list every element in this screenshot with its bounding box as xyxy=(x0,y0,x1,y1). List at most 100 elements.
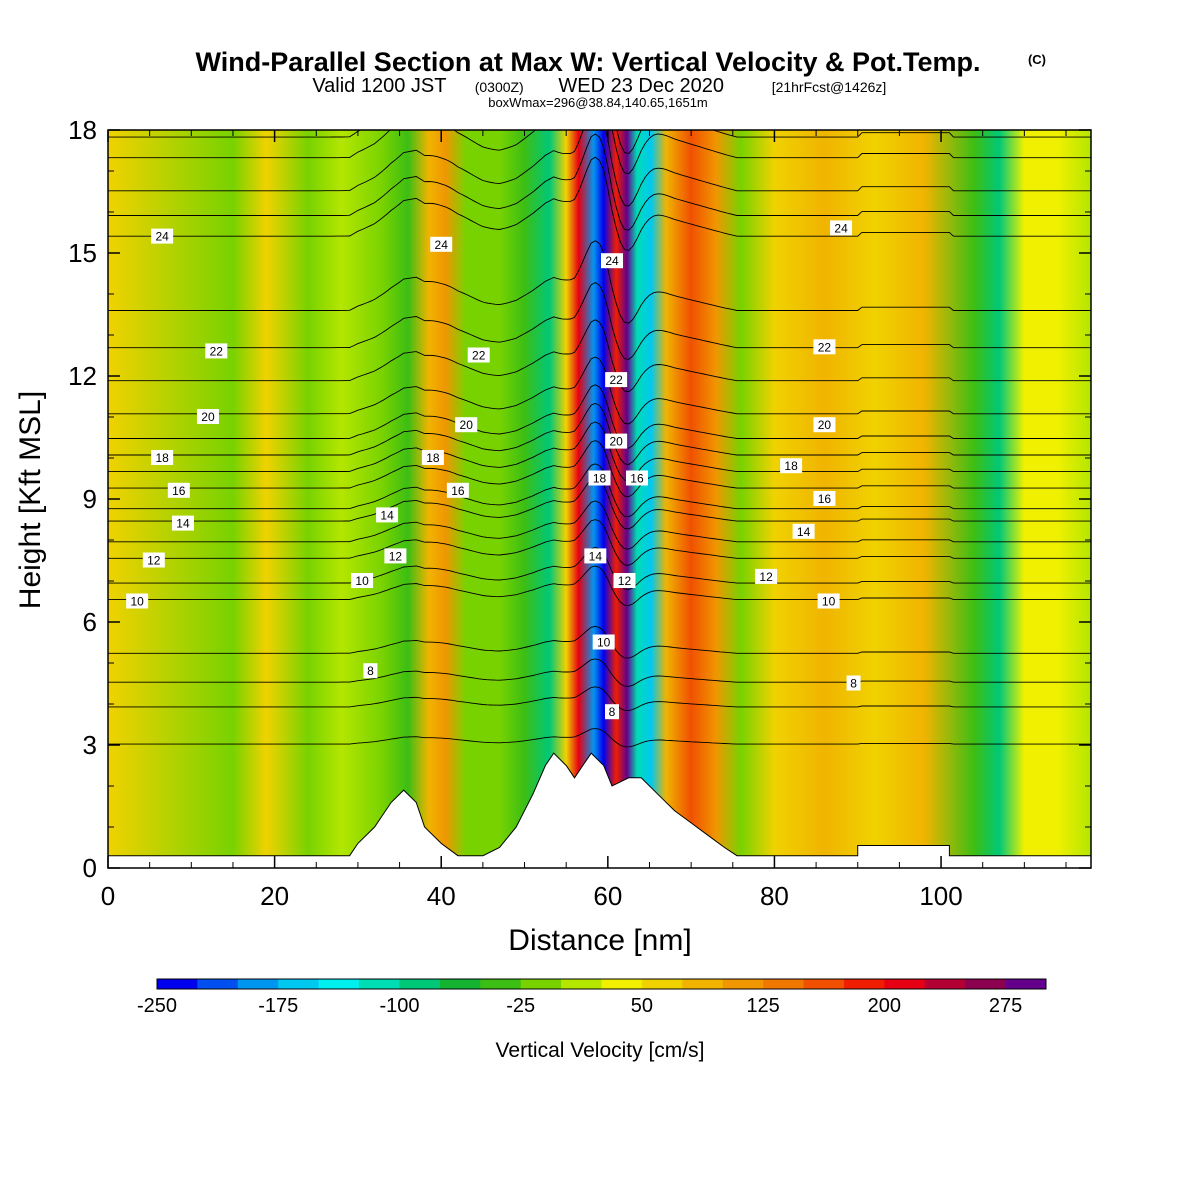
contour-label-bg xyxy=(588,470,611,486)
contour-label: 16 xyxy=(167,482,190,498)
isentrope-line xyxy=(108,686,1091,712)
contour-label-text: 10 xyxy=(355,574,369,588)
y-tick-label: 3 xyxy=(83,730,97,760)
contour-label-text: 22 xyxy=(210,344,224,358)
x-axis-title: Distance [nm] xyxy=(508,924,691,957)
x-tick-label: 0 xyxy=(101,881,115,911)
colorbar-swatch xyxy=(601,979,643,989)
y-axis: 0 3 6 9 12 15 18 xyxy=(68,115,1091,883)
contour-label: 18 xyxy=(780,458,803,474)
colorbar-swatch xyxy=(965,979,1007,989)
isentrope-line xyxy=(108,421,1091,481)
contour-label: 12 xyxy=(613,573,636,588)
valid-time-line: Valid 1200 JST (0300Z) WED 23 Dec 2020 [… xyxy=(312,75,886,97)
valid-prefix: Valid 1200 JST xyxy=(312,75,446,97)
colorbar-swatch xyxy=(278,979,320,989)
contour-label-bg xyxy=(600,253,623,269)
colorbar-title: Vertical Velocity [cm/s] xyxy=(496,1039,705,1062)
contour-label: 14 xyxy=(792,523,815,539)
contour-label-bg xyxy=(846,675,861,691)
isentrope-line xyxy=(108,565,1091,607)
contour-label: 16 xyxy=(813,491,836,506)
contour-label-bg xyxy=(167,482,190,498)
valid-date: WED 23 Dec 2020 xyxy=(558,75,724,97)
contour-label-text: 22 xyxy=(609,373,623,387)
forecast-info: [21hrFcst@1426z] xyxy=(772,79,887,95)
contour-label-bg xyxy=(605,372,628,388)
isentrope-line xyxy=(108,130,1091,175)
contour-label-bg xyxy=(467,347,490,363)
contour-label-bg xyxy=(151,228,174,244)
contour-label-text: 16 xyxy=(630,472,644,486)
colorbar-swatch xyxy=(399,979,441,989)
colorbar-tick-label: 125 xyxy=(746,995,779,1017)
box-wmax-info: boxWmax=296@38.84,140.65,1651m xyxy=(488,95,708,110)
contour-label-text: 10 xyxy=(822,595,836,609)
contour-label-text: 20 xyxy=(460,418,474,432)
contour-label-bg xyxy=(171,515,194,531)
contour-label-text: 14 xyxy=(380,508,394,522)
colorbar-swatch xyxy=(561,979,602,989)
colorbar-swatch xyxy=(157,979,198,989)
contour-label-text: 14 xyxy=(797,525,811,539)
x-tick-label: 100 xyxy=(919,881,962,911)
contour-label-bg xyxy=(625,470,648,486)
colorbar-swatch xyxy=(884,979,926,989)
contour-label-bg xyxy=(384,548,407,564)
contour-label: 22 xyxy=(813,339,836,355)
contour-label-bg xyxy=(142,552,165,568)
contour-label-text: 16 xyxy=(451,484,465,498)
contour-label-bg xyxy=(613,573,636,588)
contour-label-text: 20 xyxy=(609,435,623,449)
contour-label-text: 10 xyxy=(597,636,611,650)
chart-title: Wind-Parallel Section at Max W: Vertical… xyxy=(196,47,981,77)
colorbar-swatch xyxy=(803,979,845,989)
contour-label-text: 18 xyxy=(593,472,607,486)
contour-label-bg xyxy=(363,663,378,679)
colorbar-swatch xyxy=(843,979,885,989)
contour-label: 8 xyxy=(846,675,861,691)
contour-label-bg xyxy=(830,220,853,236)
contour-label: 24 xyxy=(600,253,623,269)
colorbar-swatch xyxy=(763,979,805,989)
contour-label-text: 10 xyxy=(130,595,144,609)
title-block: Wind-Parallel Section at Max W: Vertical… xyxy=(196,47,1047,110)
contour-label-text: 12 xyxy=(147,554,161,568)
contour-label: 20 xyxy=(455,417,478,433)
x-tick-label: 40 xyxy=(427,881,456,911)
colorbar-swatch xyxy=(641,979,683,989)
contour-label-bg xyxy=(813,491,836,506)
valid-zulu: (0300Z) xyxy=(475,79,524,95)
colorbar-swatch xyxy=(359,979,400,989)
colorbar-tick-label: 50 xyxy=(631,995,653,1017)
colorbar-frame xyxy=(156,978,1047,990)
contour-label-bg xyxy=(151,450,174,465)
contour-label-text: 12 xyxy=(759,570,773,584)
contour-label: 12 xyxy=(142,552,165,568)
contour-label-text: 8 xyxy=(367,664,374,678)
contour-label-bg xyxy=(813,417,836,433)
contour-label-bg xyxy=(604,704,619,720)
y-tick-label: 12 xyxy=(68,361,97,391)
contour-label: 24 xyxy=(430,236,453,252)
colorbar-swatch xyxy=(197,979,239,989)
contour-label-text: 24 xyxy=(435,238,449,252)
colorbar-tick-label: -25 xyxy=(506,995,535,1017)
contour-label: 18 xyxy=(151,450,174,465)
y-tick-label: 18 xyxy=(68,115,97,145)
colorbar-swatch xyxy=(237,979,279,989)
contour-label-bg xyxy=(430,236,453,252)
contour-label: 22 xyxy=(467,347,490,363)
contour-label-text: 18 xyxy=(426,451,440,465)
colorbar-swatch xyxy=(924,979,966,989)
contour-label-text: 16 xyxy=(172,484,186,498)
contour-label-bg xyxy=(813,339,836,355)
contour-label-bg xyxy=(205,343,228,359)
isentrope-contours xyxy=(108,130,1091,748)
contour-label: 22 xyxy=(605,372,628,388)
contour-label-bg xyxy=(592,634,615,650)
contour-label: 24 xyxy=(151,228,174,244)
contour-label-text: 14 xyxy=(176,517,190,531)
contour-label: 12 xyxy=(384,548,407,564)
